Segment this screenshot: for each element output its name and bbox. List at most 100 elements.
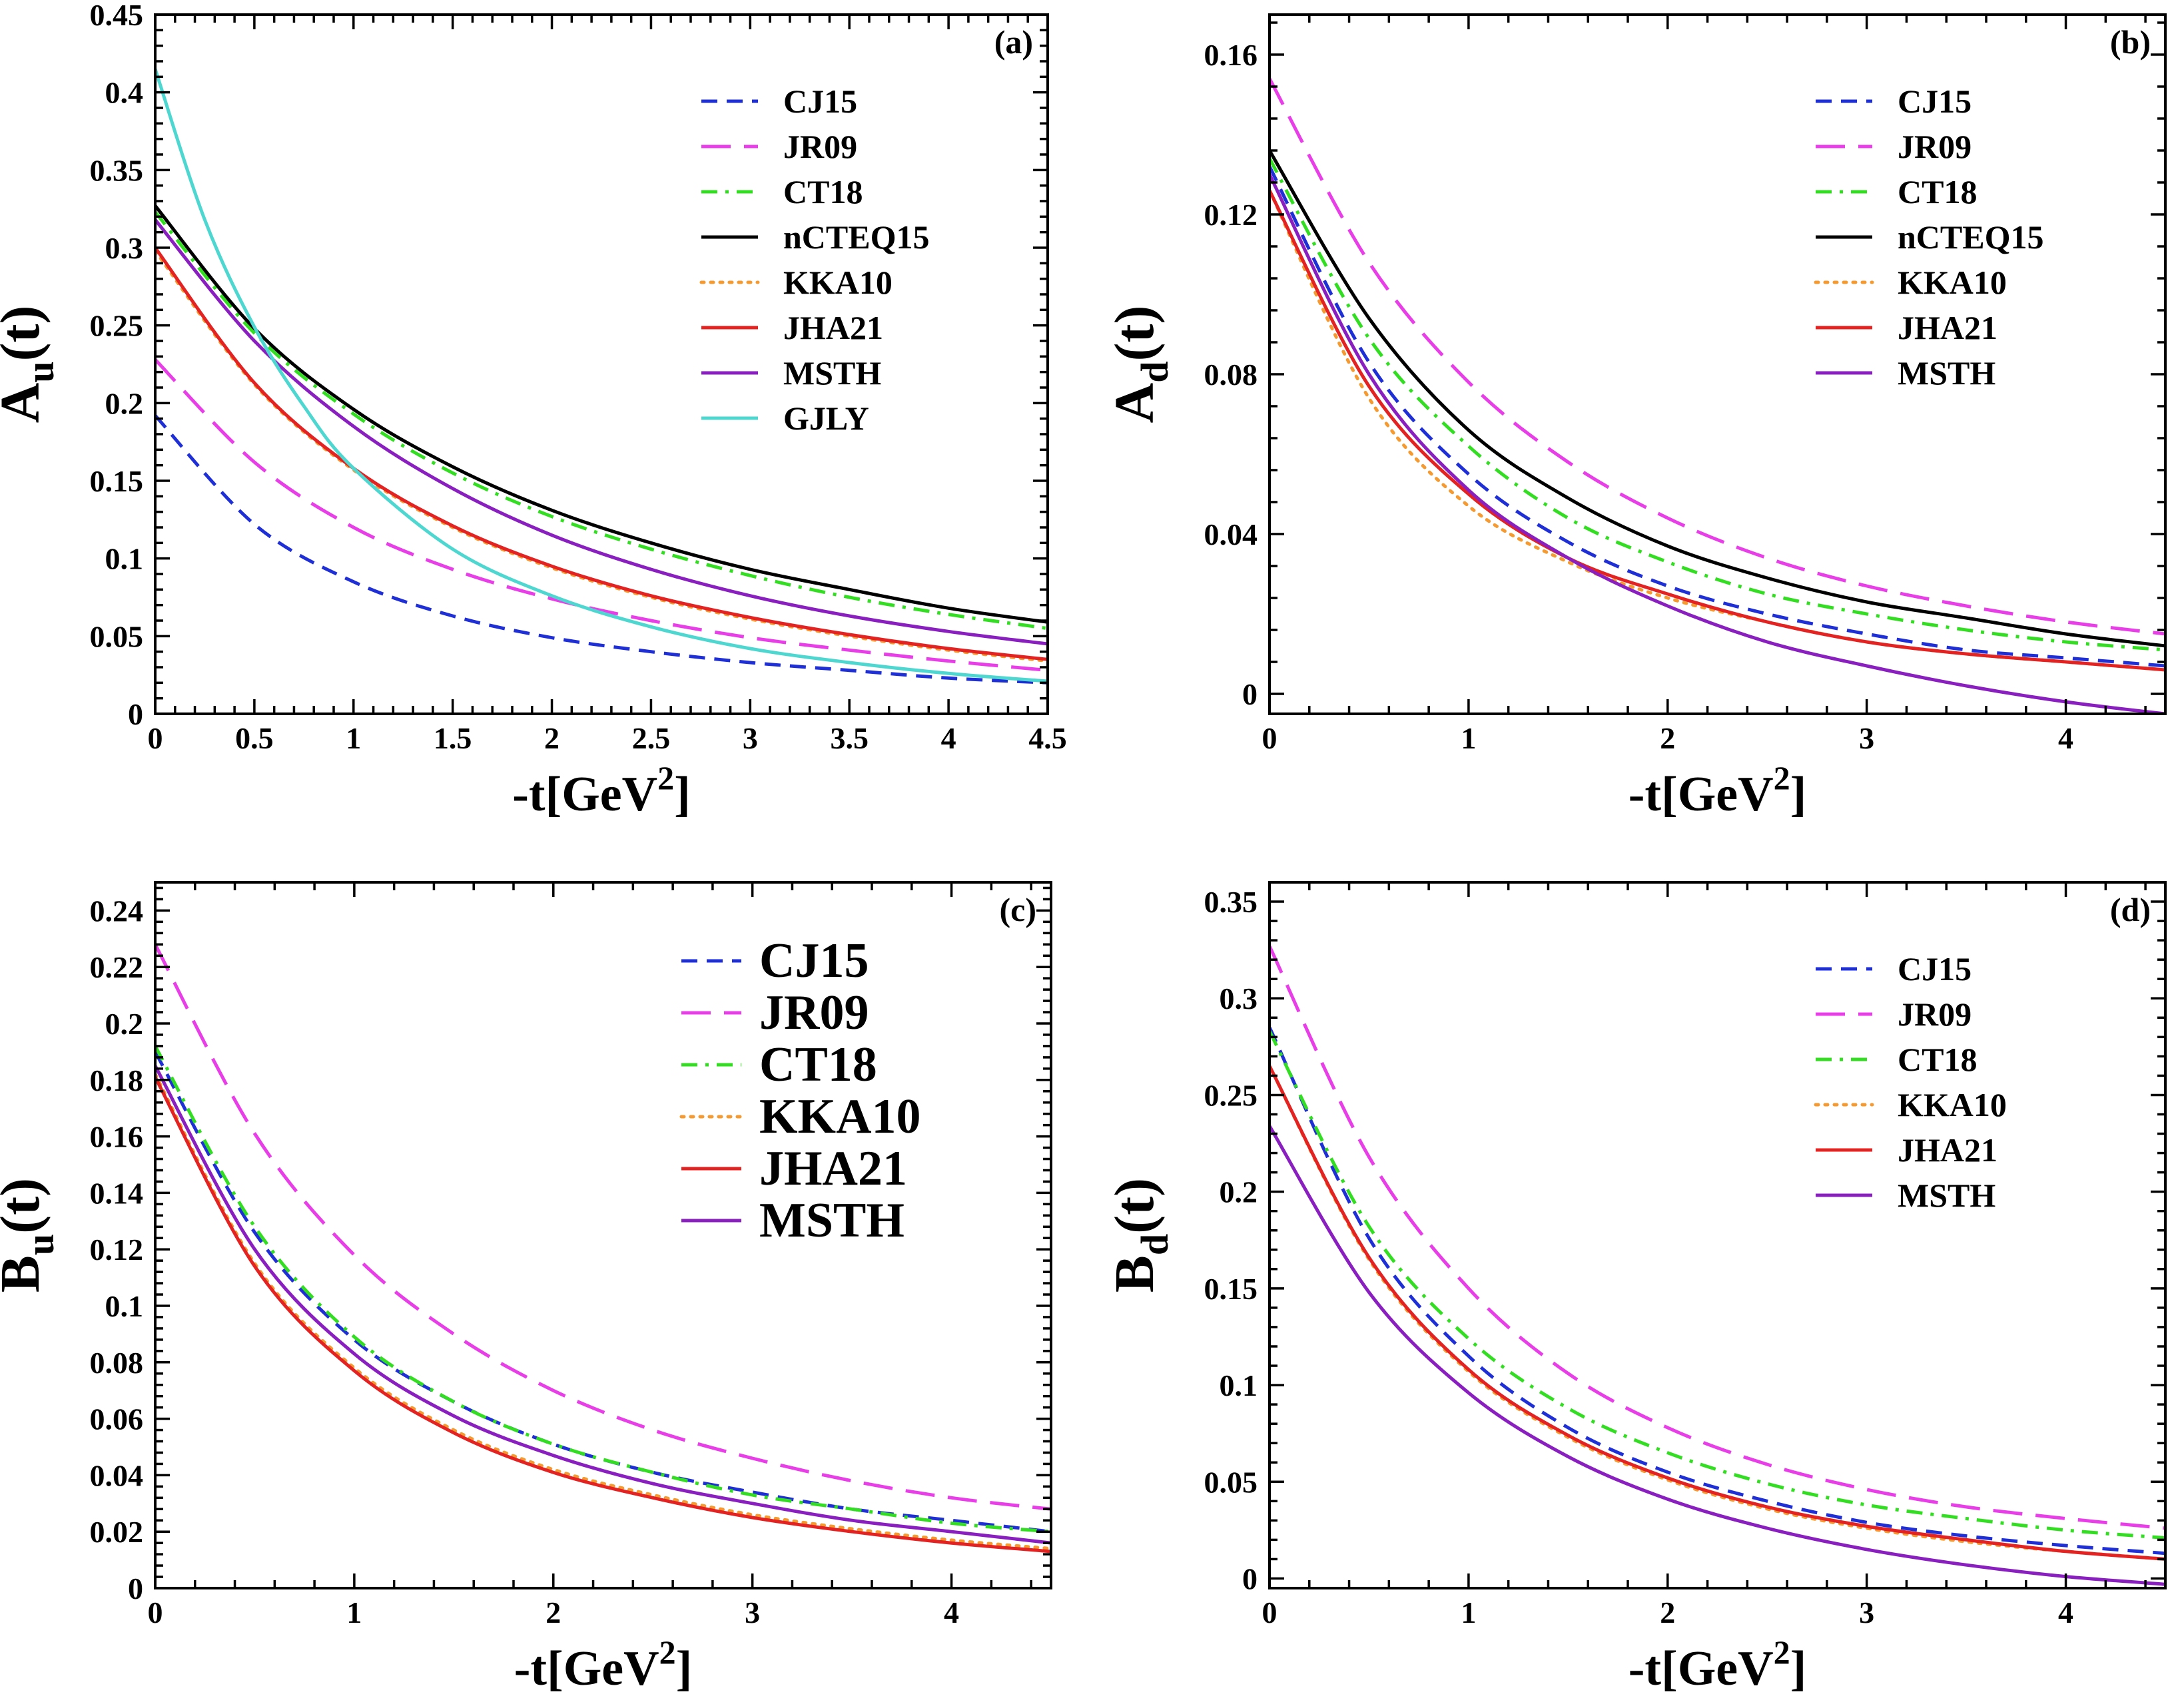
series-group	[1269, 77, 2165, 714]
legend-label-ncteq15: nCTEQ15	[783, 218, 930, 256]
y-tick-label: 0.22	[90, 950, 144, 984]
y-axis-label: Bd(t)	[1104, 1178, 1176, 1292]
legend-label-jha21: JHA21	[1898, 1131, 1997, 1169]
legend-label-cj15: CJ15	[783, 83, 857, 120]
x-tick-label: 2	[545, 1595, 561, 1629]
x-tick-label: 3	[1859, 721, 1874, 755]
y-tick-label: 0.35	[1204, 885, 1258, 919]
legend-label-kka10: KKA10	[759, 1089, 921, 1144]
legend-label-ct18: CT18	[1898, 173, 1977, 210]
series-line-jr09	[155, 944, 1051, 1511]
y-tick-label: 0.18	[90, 1063, 144, 1097]
series-line-jha21	[155, 1076, 1051, 1554]
y-tick-label: 0.15	[90, 464, 144, 498]
series-line-jr09	[1269, 945, 2165, 1530]
y-tick-label: 0	[128, 1571, 143, 1605]
y-tick-label: 0.15	[1204, 1272, 1258, 1306]
y-tick-label: 0.25	[1204, 1078, 1258, 1112]
series-line-ct18	[155, 1045, 1051, 1534]
panel-tag: (d)	[2110, 891, 2151, 928]
x-tick-label: 2	[1660, 1595, 1675, 1629]
legend-label-cj15: CJ15	[1898, 83, 1972, 120]
x-tick-label: 2	[544, 721, 559, 755]
legend-label-kka10: KKA10	[783, 264, 893, 301]
y-tick-label: 0.1	[105, 542, 144, 576]
x-tick-label: 0.5	[235, 721, 274, 755]
y-tick-label: 0.35	[90, 153, 144, 187]
legend-label-msth: MSTH	[759, 1193, 904, 1248]
legend-label-jr09: JR09	[759, 986, 869, 1040]
series-line-gjly	[155, 68, 1048, 683]
series-line-msth	[1269, 1125, 2165, 1586]
y-tick-label: 0.45	[90, 0, 144, 32]
x-tick-label: 2	[1660, 721, 1675, 755]
x-tick-label: 3	[1859, 1595, 1874, 1629]
legend-label-ct18: CT18	[783, 173, 863, 210]
series-line-kka10	[155, 249, 1048, 663]
x-tick-label: 4.5	[1028, 721, 1067, 755]
y-tick-label: 0.06	[90, 1402, 144, 1436]
x-tick-label: 4	[944, 1595, 959, 1629]
y-axis-label: Bu(t)	[0, 1178, 62, 1292]
y-tick-label: 0.04	[1204, 517, 1258, 551]
y-tick-label: 0.12	[1204, 198, 1258, 232]
x-tick-label: 2.5	[632, 721, 671, 755]
y-tick-label: 0.3	[1220, 982, 1258, 1015]
series-line-jha21	[1269, 189, 2165, 672]
series-line-ct18	[155, 210, 1048, 631]
series-line-cj15	[155, 414, 1048, 685]
series-line-kka10	[155, 1072, 1051, 1551]
series-line-ct18	[1269, 157, 2165, 652]
x-tick-label: 1	[346, 721, 361, 755]
series-line-cj15	[1269, 165, 2165, 668]
x-axis-label: -t[GeV2]	[514, 1633, 692, 1696]
legend-label-jr09: JR09	[1898, 996, 1972, 1033]
x-axis-label: -t[GeV2]	[1628, 1633, 1806, 1696]
series-line-kka10	[1269, 1064, 2165, 1561]
x-tick-label: 3	[743, 721, 758, 755]
legend-label-jha21: JHA21	[783, 309, 883, 346]
series-line-jha21	[1269, 1065, 2165, 1561]
y-tick-label: 0.08	[1204, 358, 1258, 392]
plot-frame	[154, 13, 1049, 715]
legend-label-ncteq15: nCTEQ15	[1898, 218, 2044, 256]
plot-frame	[154, 881, 1052, 1589]
panel-tag: (b)	[2110, 23, 2151, 61]
y-tick-label: 0	[128, 697, 143, 731]
y-tick-label: 0	[1242, 1562, 1258, 1595]
y-axis-label: Ad(t)	[1104, 306, 1176, 424]
y-tick-label: 0.1	[1220, 1368, 1258, 1402]
x-tick-label: 1	[346, 1595, 362, 1629]
y-tick-label: 0.14	[90, 1176, 144, 1210]
y-tick-label: 0.3	[105, 231, 144, 265]
y-tick-label: 0.05	[1204, 1465, 1258, 1499]
y-tick-label: 0.4	[105, 76, 144, 110]
x-tick-label: 0	[1262, 721, 1277, 755]
legend-label-jha21: JHA21	[759, 1141, 907, 1196]
y-tick-label: 0.2	[1220, 1175, 1258, 1209]
series-line-jha21	[155, 246, 1048, 661]
legend-label-cj15: CJ15	[1898, 950, 1972, 988]
legend-label-msth: MSTH	[783, 354, 881, 392]
legend-label-ct18: CT18	[1898, 1041, 1977, 1078]
series-line-msth	[155, 218, 1048, 646]
y-tick-label: 0	[1242, 677, 1258, 711]
x-tick-label: 4	[2058, 721, 2073, 755]
y-tick-label: 0.04	[90, 1458, 144, 1492]
y-tick-label: 0.1	[105, 1289, 144, 1323]
y-tick-label: 0.16	[1204, 38, 1258, 72]
series-line-ct18	[1269, 1030, 2165, 1540]
x-axis-label: -t[GeV2]	[1628, 759, 1806, 822]
panel-tag: (c)	[1000, 891, 1037, 928]
x-tick-label: 0	[148, 1595, 163, 1629]
y-tick-label: 0.05	[90, 619, 144, 653]
y-tick-label: 0.2	[105, 386, 144, 420]
legend-label-kka10: KKA10	[1898, 264, 2007, 301]
y-tick-label: 0.24	[90, 894, 144, 928]
x-tick-label: 3.5	[830, 721, 869, 755]
legend-label-jr09: JR09	[783, 128, 857, 165]
x-tick-label: 1	[1461, 1595, 1476, 1629]
